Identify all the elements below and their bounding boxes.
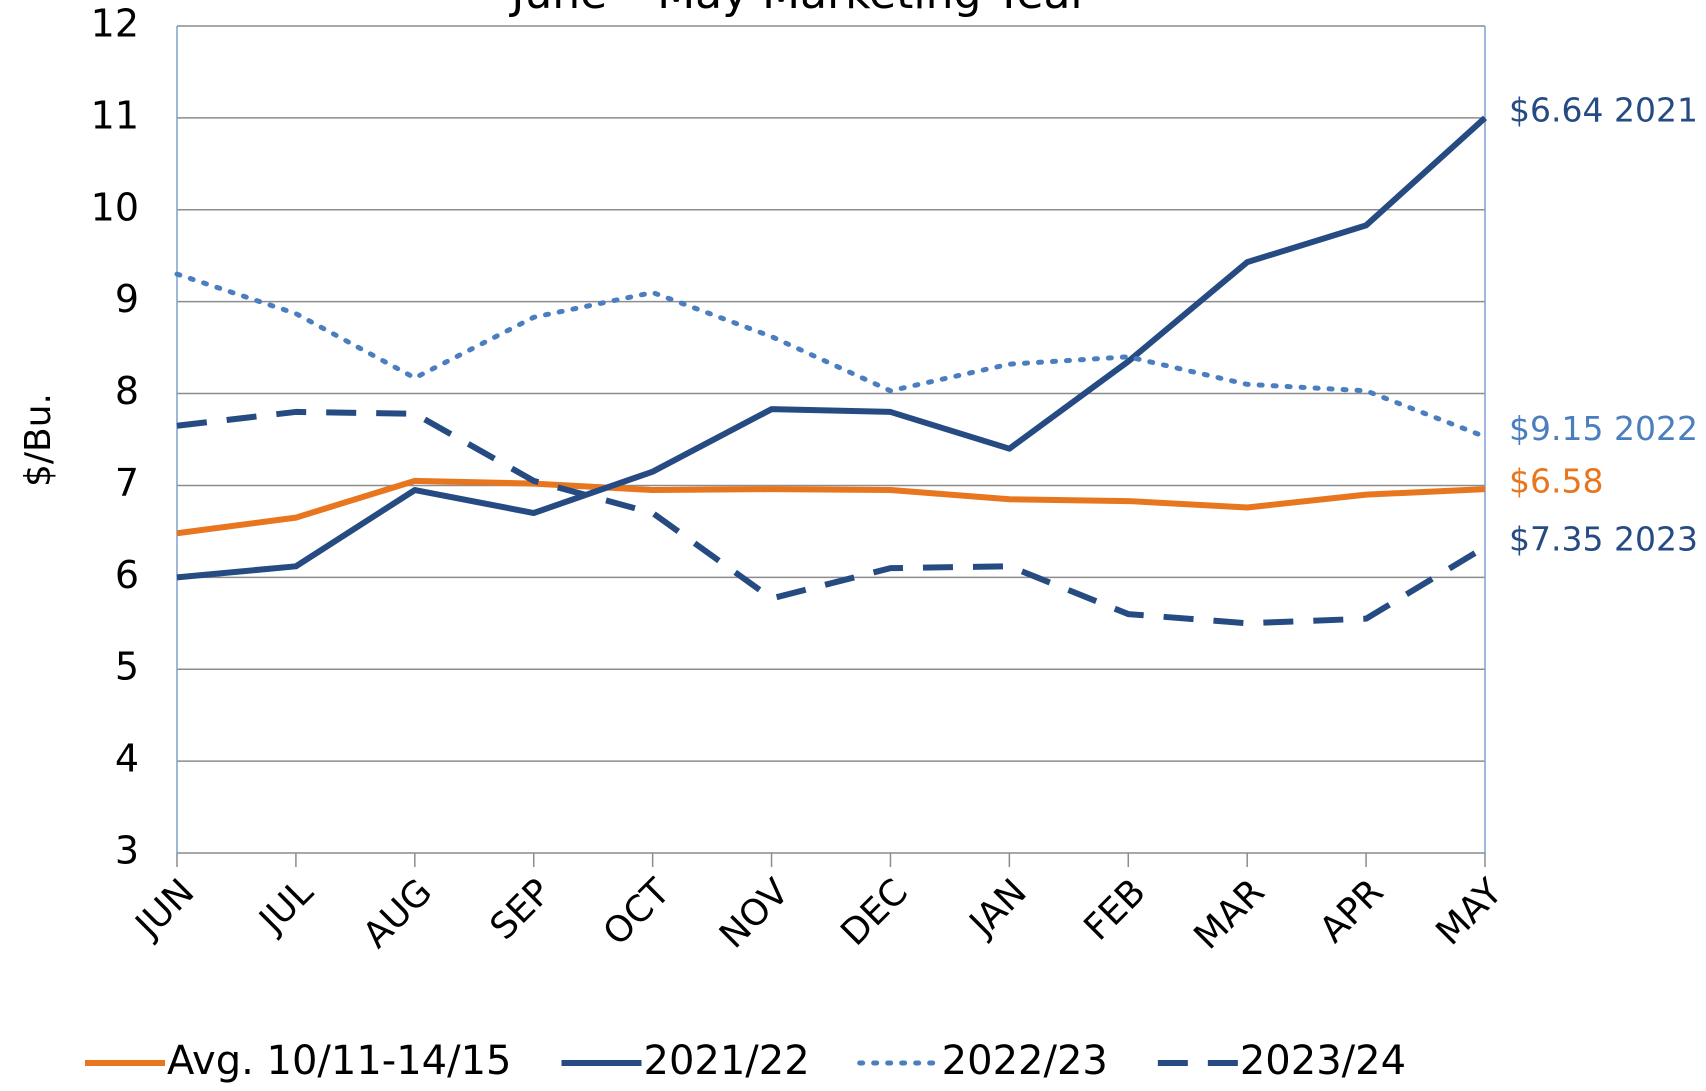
y-tick-label: 8	[115, 369, 139, 413]
y-tick-label: 6	[115, 553, 139, 597]
end-label: $6.64 2021	[1509, 90, 1698, 129]
y-tick-label: 9	[115, 277, 139, 321]
line-series	[176, 408, 1487, 627]
x-tick-label: OCT	[596, 871, 679, 954]
x-tick-label: JAN	[961, 871, 1035, 945]
y-tick-label: 12	[91, 2, 139, 46]
x-tick-label: NOV	[712, 871, 797, 956]
x-tick-label: FEB	[1077, 871, 1154, 948]
legend-label: 2022/23	[942, 1038, 1108, 1084]
y-tick-label: 10	[91, 185, 139, 229]
x-tick-label: MAR	[1187, 871, 1273, 957]
x-tick-label: SEP	[483, 871, 560, 948]
y-tick-label: 11	[91, 93, 139, 137]
y-tick-label: 7	[115, 461, 139, 505]
x-tick-label: DEC	[833, 871, 915, 953]
chart-title: June – May Marketing Year	[508, 0, 1089, 19]
legend-label: 2023/24	[1240, 1038, 1406, 1084]
y-tick-label: 5	[115, 645, 139, 689]
end-label: $7.35 2023	[1509, 520, 1698, 559]
y-axis-label: $/Bu.	[18, 393, 59, 487]
end-label: $6.58	[1509, 462, 1603, 501]
line-series	[176, 115, 1488, 581]
line-series	[174, 271, 1488, 440]
x-tick-label: MAY	[1428, 871, 1511, 954]
legend-label: Avg. 10/11-14/15	[167, 1038, 512, 1084]
line-series	[176, 477, 1486, 537]
x-tick-label: JUL	[251, 871, 322, 942]
x-tick-label: APR	[1312, 871, 1391, 950]
x-tick-label: AUG	[355, 871, 440, 956]
x-tick-label: JUN	[127, 871, 203, 947]
y-tick-label: 3	[115, 829, 139, 873]
legend-label: 2021/22	[644, 1038, 810, 1084]
end-label: $9.15 2022	[1509, 409, 1698, 448]
y-tick-label: 4	[115, 737, 139, 781]
